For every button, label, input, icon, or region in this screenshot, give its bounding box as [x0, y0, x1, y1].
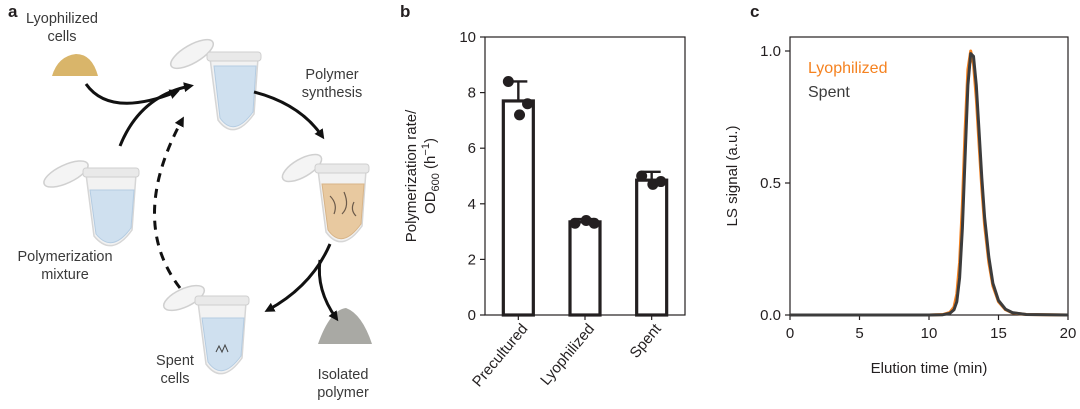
- legend-lyophilized: Lyophilized: [808, 60, 887, 77]
- data-point: [522, 98, 534, 110]
- label-isolated-polymer: Isolated polymer: [298, 366, 388, 402]
- cycle-arrows: [84, 82, 339, 322]
- tube-spent-icon: [162, 284, 250, 375]
- label-isolated-line2: polymer: [317, 385, 369, 401]
- label-synthesis-line1: Polymer: [305, 67, 359, 83]
- panel-letter-a: a: [8, 2, 18, 21]
- y-tick-label: 2: [468, 251, 476, 268]
- data-point: [655, 176, 667, 188]
- y-tick-label: 0.0: [760, 307, 781, 324]
- x-axis-label: Elution time (min): [871, 360, 988, 377]
- y-tick-label: 8: [468, 85, 476, 102]
- label-mixture-line2: mixture: [41, 267, 89, 283]
- bar-lyophilized: [568, 220, 602, 317]
- x-tick-label: 0: [786, 325, 794, 342]
- bar-spent: [635, 178, 669, 317]
- x-tick-label: 15: [990, 325, 1007, 342]
- data-point: [588, 217, 600, 229]
- schematic-diagram: [43, 38, 372, 375]
- plot-frame: [789, 36, 1069, 316]
- tube-top-icon: [169, 38, 262, 131]
- label-isolated-line1: Isolated: [317, 367, 369, 383]
- y-axis-label: LS signal (a.u.): [724, 126, 741, 227]
- data-point: [502, 75, 514, 87]
- label-spent-line1: Spent: [156, 353, 194, 369]
- label-synthesis-line2: synthesis: [301, 85, 363, 101]
- label-lyophilized-cells: Lyophilized cells: [12, 10, 112, 46]
- panel-letter-c: c: [750, 2, 760, 21]
- panel-letter-b: b: [400, 2, 411, 21]
- y-tick-label: 6: [468, 140, 476, 157]
- label-polymer-synthesis: Polymer synthesis: [282, 66, 382, 102]
- y-axis-label-line2: OD600 (h−1): [420, 138, 442, 214]
- x-tick-label: 10: [921, 325, 938, 342]
- x-tick-label: Spent: [627, 320, 666, 362]
- arrow-lyophilized-to-tube: [84, 83, 180, 105]
- y-tick-label: 1.0: [760, 43, 781, 60]
- y-axis-label-line1: Polymerization rate/: [403, 109, 420, 242]
- arrow-to-isolated: [317, 259, 339, 322]
- line-chart-elution: 0.0 0.5 1.0 0 5 10 15 20 Elution time (min) LS si…: [724, 36, 1077, 377]
- y-tick-label: 0.5: [760, 175, 781, 192]
- bar-chart-polymerization-rate: 0 2 4 6 8 10 Polymerization rate/OD600 (h−1) Pr…: [403, 29, 686, 391]
- arrow-synthesis: [253, 90, 325, 140]
- arrow-to-spent: [264, 243, 332, 312]
- arrow-recycle-dashed: [153, 116, 184, 289]
- tube-synthesis-icon: [281, 153, 370, 243]
- isolated-polymer-icon: [318, 308, 372, 344]
- data-point: [514, 109, 526, 121]
- label-polymerization-mixture: Polymerization mixture: [0, 248, 130, 284]
- x-tick-label: 20: [1060, 325, 1077, 342]
- x-tick-label: 5: [855, 325, 863, 342]
- lyophilized-powder-icon: [52, 54, 98, 76]
- data-point: [636, 170, 648, 182]
- y-tick-label: 10: [459, 29, 476, 46]
- label-mixture-line1: Polymerization: [17, 249, 113, 265]
- x-tick-label: Lyophilized: [537, 321, 598, 389]
- label-lyophilized-line2: cells: [47, 29, 77, 45]
- legend-spent: Spent: [808, 84, 850, 101]
- arrow-mixture-to-tube: [118, 82, 194, 147]
- data-point: [569, 217, 581, 229]
- label-spent-cells: Spent cells: [140, 352, 210, 388]
- y-tick-label: 0: [468, 307, 476, 324]
- series-line-spent: [790, 52, 1069, 317]
- tube-mixture-icon: [43, 160, 140, 247]
- label-spent-line2: cells: [160, 371, 190, 387]
- y-tick-label: 4: [468, 196, 476, 213]
- x-tick-label: Precultured: [469, 321, 531, 391]
- bar-precultured: [501, 99, 535, 317]
- label-lyophilized-line1: Lyophilized: [25, 11, 98, 27]
